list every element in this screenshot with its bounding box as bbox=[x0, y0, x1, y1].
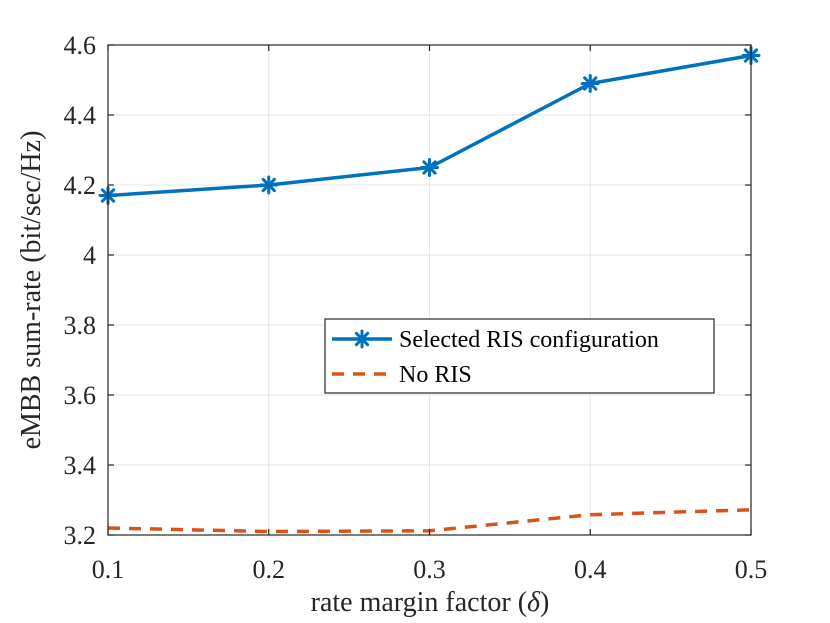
y-tick-label: 3.4 bbox=[64, 451, 97, 480]
data-point-marker bbox=[420, 158, 439, 177]
data-point-marker bbox=[259, 175, 279, 195]
x-axis-title: rate margin factor (δ) bbox=[311, 587, 550, 618]
legend-label-no-ris: No RIS bbox=[399, 362, 472, 388]
legend-box bbox=[324, 318, 715, 394]
legend-label-selected-ris: Selected RIS configuration bbox=[399, 327, 659, 353]
y-tick-label: 3.6 bbox=[64, 381, 97, 410]
x-axis-title-symbol: δ bbox=[527, 587, 541, 618]
y-tick-label: 3.8 bbox=[64, 311, 97, 340]
x-tick-label: 0.5 bbox=[735, 555, 768, 584]
y-tick-label: 4 bbox=[83, 241, 96, 270]
legend-asterisk bbox=[352, 329, 372, 349]
x-tick-label: 0.4 bbox=[574, 555, 607, 584]
x-tick-label: 0.1 bbox=[92, 555, 125, 584]
x-tick-label: 0.2 bbox=[253, 555, 286, 584]
legend-marker-asterisk bbox=[352, 329, 372, 349]
y-tick-label: 4.2 bbox=[64, 171, 97, 200]
y-tick-label: 3.2 bbox=[64, 521, 97, 550]
legend: Selected RIS configuration No RIS bbox=[324, 318, 715, 394]
y-axis-title: eMBB sum-rate (bit/sec/Hz) bbox=[16, 131, 47, 450]
x-axis-title-main: rate margin factor ( bbox=[311, 587, 527, 618]
x-axis-title-close: ) bbox=[540, 587, 549, 618]
x-tick-label: 0.3 bbox=[413, 555, 446, 584]
y-tick-label: 4.4 bbox=[64, 101, 97, 130]
data-point-marker bbox=[580, 74, 600, 93]
y-tick-label: 4.6 bbox=[64, 31, 97, 60]
axis-ticks: 0.1 0.2 0.3 0.4 0.5 3.2 3.4 3.6 3.8 4 4.2 4.4 4.6 bbox=[64, 31, 768, 584]
